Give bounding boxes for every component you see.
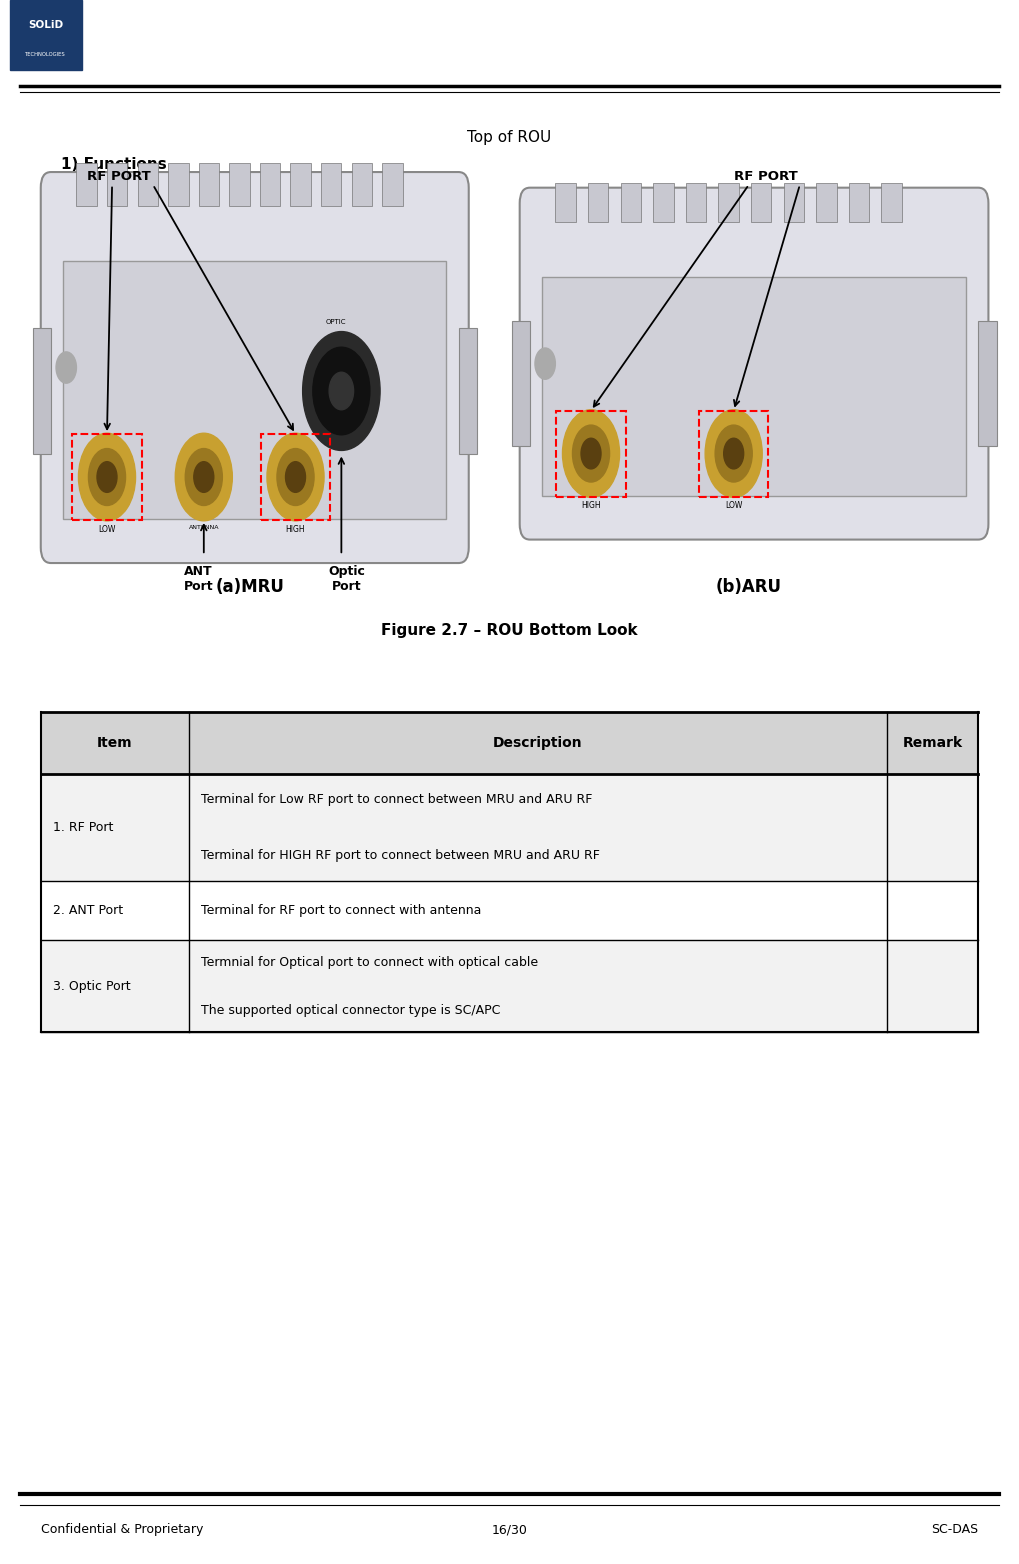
Circle shape [723,438,744,469]
Text: LOW: LOW [725,500,743,510]
Text: Figure 2.7 – ROU Bottom Look: Figure 2.7 – ROU Bottom Look [381,622,638,638]
Circle shape [78,433,136,521]
Bar [978,321,997,446]
Text: ANTENNA: ANTENNA [189,524,219,530]
Text: LOW: LOW [98,524,116,533]
FancyBboxPatch shape [41,172,469,563]
Text: Terminal for Low RF port to connect between MRU and ARU RF: Terminal for Low RF port to connect betw… [201,793,592,805]
Circle shape [194,461,214,493]
Bar [41,712,978,774]
Text: SC-DAS: SC-DAS [931,1523,978,1536]
Circle shape [97,461,117,493]
Circle shape [175,433,232,521]
Text: SOLiD: SOLiD [29,20,63,30]
Circle shape [705,410,762,497]
Bar [512,321,530,446]
Text: OPTIC: OPTIC [326,319,346,325]
Bar [849,183,869,222]
Bar [352,163,372,206]
Bar [290,163,311,206]
Bar [751,183,771,222]
Bar [229,163,250,206]
Text: Terminal for RF port to connect with antenna: Terminal for RF port to connect with ant… [201,904,481,917]
Bar [459,328,477,454]
Text: (b)ARU: (b)ARU [716,577,782,596]
Bar [699,410,768,496]
Text: 1. RF Port: 1. RF Port [53,821,113,834]
Text: (a)MRU: (a)MRU [215,577,284,596]
Circle shape [303,332,380,450]
FancyBboxPatch shape [520,188,988,540]
Text: 3. Optic Port: 3. Optic Port [53,979,130,993]
Bar [784,183,804,222]
Text: Item: Item [97,737,132,749]
Circle shape [185,449,222,505]
Text: Top of ROU: Top of ROU [468,130,551,145]
Text: RF PORT: RF PORT [734,170,798,183]
Circle shape [56,352,76,383]
Bar [816,183,837,222]
Circle shape [89,449,125,505]
Circle shape [581,438,601,469]
Bar [621,183,641,222]
Circle shape [285,461,306,493]
Bar [76,163,97,206]
Bar [686,183,706,222]
Bar [588,183,608,222]
Text: 2. ANT Port: 2. ANT Port [53,904,123,917]
Text: HIGH: HIGH [285,524,306,533]
Text: Description: Description [493,737,582,749]
Text: ANT
Port: ANT Port [183,565,214,593]
Bar [718,183,739,222]
Bar [260,163,280,206]
Circle shape [573,425,609,482]
Text: 16/30: 16/30 [491,1523,528,1536]
Bar [63,261,446,519]
Bar [41,940,978,1032]
Bar [10,0,82,70]
Text: Optic
Port: Optic Port [328,565,365,593]
Bar [199,163,219,206]
Bar [261,433,330,519]
Bar [41,774,978,881]
Text: 1) Functions: 1) Functions [61,156,167,172]
Bar [107,163,127,206]
Circle shape [562,410,620,497]
Bar [555,183,576,222]
Circle shape [329,372,354,410]
Bar [168,163,189,206]
Bar [653,183,674,222]
Bar [321,163,341,206]
Text: The supported optical connector type is SC/APC: The supported optical connector type is … [201,1004,500,1017]
Text: Terminal for HIGH RF port to connect between MRU and ARU RF: Terminal for HIGH RF port to connect bet… [201,849,599,862]
Bar [33,328,51,454]
Circle shape [267,433,324,521]
Circle shape [535,347,555,378]
Bar [382,163,403,206]
Bar [556,410,626,496]
Text: Remark: Remark [902,737,963,749]
Circle shape [277,449,314,505]
Bar [542,277,966,496]
Bar [72,433,142,519]
Text: Termnial for Optical port to connect with optical cable: Termnial for Optical port to connect wit… [201,956,538,968]
Text: TECHNOLOGIES: TECHNOLOGIES [25,53,66,58]
Bar [138,163,158,206]
Text: Confidential & Proprietary: Confidential & Proprietary [41,1523,203,1536]
Text: RF PORT: RF PORT [87,170,151,183]
Bar [881,183,902,222]
Circle shape [313,347,370,435]
Circle shape [715,425,752,482]
Text: HIGH: HIGH [581,500,601,510]
